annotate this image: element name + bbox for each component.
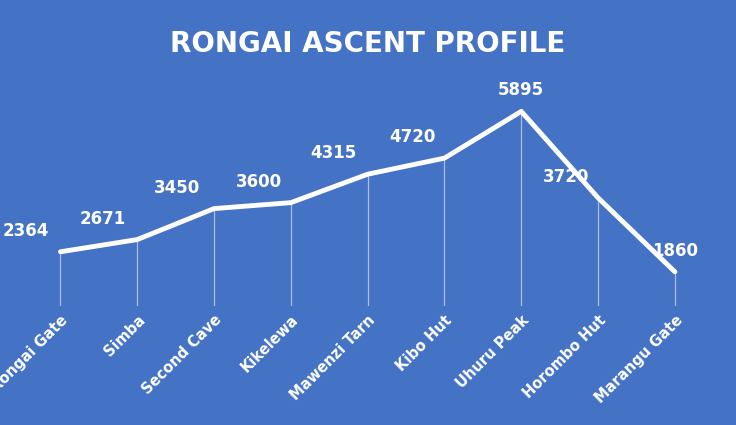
Text: 4315: 4315 [310, 144, 356, 162]
Text: Mawenzi Tarn: Mawenzi Tarn [288, 312, 378, 403]
Text: Marangu Gate: Marangu Gate [592, 312, 685, 406]
Text: 2671: 2671 [79, 210, 126, 228]
Text: 3720: 3720 [542, 168, 589, 186]
Text: Uhuru Peak: Uhuru Peak [453, 312, 532, 391]
Text: Second Cave: Second Cave [140, 312, 224, 397]
Text: Kikelewa: Kikelewa [238, 312, 302, 375]
Text: 5895: 5895 [498, 82, 545, 99]
Text: 3600: 3600 [236, 173, 282, 191]
Text: RONGAI ASCENT PROFILE: RONGAI ASCENT PROFILE [170, 30, 566, 58]
Text: 1860: 1860 [652, 242, 698, 260]
Text: 3450: 3450 [154, 178, 200, 197]
Text: Rongai Gate: Rongai Gate [0, 312, 71, 395]
Text: Horombo Hut: Horombo Hut [520, 312, 609, 401]
Text: Simba: Simba [101, 312, 148, 359]
Text: Kibo Hut: Kibo Hut [394, 312, 455, 374]
Text: 2364: 2364 [3, 222, 49, 240]
Text: 4720: 4720 [389, 128, 435, 146]
